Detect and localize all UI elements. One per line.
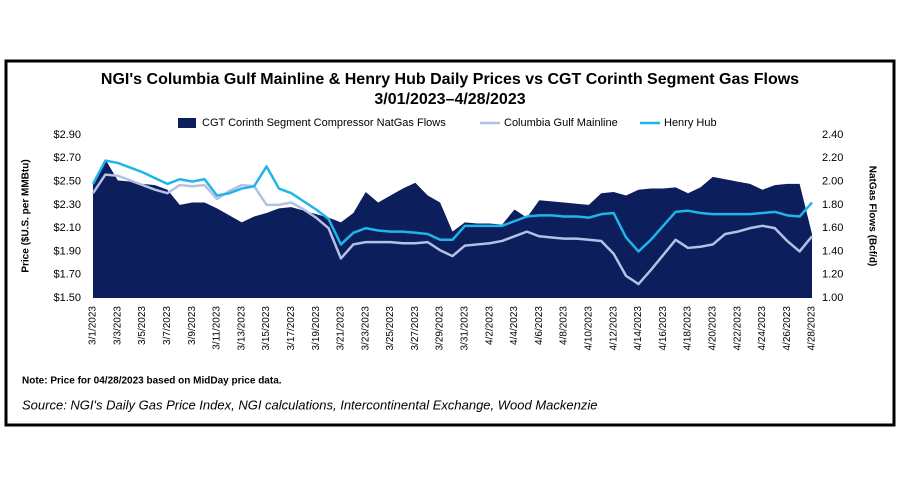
y2-tick-label: 1.60	[822, 222, 843, 234]
y2-tick-label: 2.20	[822, 152, 843, 164]
x-tick-label: 4/26/2023	[782, 306, 793, 351]
y2-axis-label: NatGas Flows (Bcf/d)	[866, 166, 877, 267]
x-tick-label: 3/17/2023	[286, 306, 297, 351]
y-tick-label: $2.90	[53, 129, 81, 141]
x-tick-label: 4/16/2023	[658, 306, 669, 351]
legend: CGT Corinth Segment Compressor NatGas Fl…	[178, 117, 717, 129]
x-tick-label: 4/4/2023	[509, 306, 520, 345]
y-axis-label: Price ($U.S. per MMBtu)	[21, 159, 32, 272]
x-tick-label: 4/6/2023	[534, 306, 545, 345]
x-tick-label: 3/23/2023	[360, 306, 371, 351]
x-tick-label: 3/11/2023	[212, 306, 223, 350]
y-tick-label: $2.50	[53, 175, 81, 187]
y-tick-label: $1.50	[53, 292, 81, 304]
source: Source: NGI's Daily Gas Price Index, NGI…	[22, 397, 597, 412]
y-tick-label: $2.70	[53, 152, 81, 164]
x-tick-label: 4/18/2023	[683, 306, 694, 351]
x-tick-label: 4/22/2023	[732, 306, 743, 351]
legend-label: CGT Corinth Segment Compressor NatGas Fl…	[202, 117, 446, 129]
line	[91, 159, 813, 253]
x-tick-label: 4/14/2023	[633, 306, 644, 351]
x-tick-label: 3/5/2023	[137, 306, 148, 345]
y-tick-label: $2.30	[53, 199, 81, 211]
x-tick-label: 4/20/2023	[707, 306, 718, 351]
x-tick-label: 3/9/2023	[187, 306, 198, 345]
x-tick-label: 3/7/2023	[162, 306, 173, 345]
legend-swatch	[178, 118, 196, 128]
y-tick-label: $2.10	[53, 222, 81, 234]
y2-tick-label: 2.00	[822, 175, 843, 187]
chart-title: NGI's Columbia Gulf Mainline & Henry Hub…	[101, 71, 799, 88]
x-tick-label: 4/8/2023	[559, 306, 570, 345]
x-tick-label: 4/2/2023	[484, 306, 495, 345]
y2-tick-label: 1.80	[822, 199, 843, 211]
x-tick-label: 3/1/2023	[88, 306, 99, 345]
x-tick-label: 3/29/2023	[435, 306, 446, 351]
note: Note: Price for 04/28/2023 based on MidD…	[22, 376, 282, 387]
x-tick-label: 3/27/2023	[410, 306, 421, 351]
x-tick-label: 4/24/2023	[757, 306, 768, 351]
x-tick-label: 4/10/2023	[584, 306, 595, 351]
x-tick-label: 4/12/2023	[608, 306, 619, 351]
line	[91, 173, 813, 286]
y2-tick-label: 1.00	[822, 292, 843, 304]
area	[93, 159, 812, 298]
x-tick-label: 3/31/2023	[460, 306, 471, 351]
x-tick-label: 3/19/2023	[311, 306, 322, 351]
x-tick-label: 3/15/2023	[261, 306, 272, 351]
legend-label: Henry Hub	[664, 117, 717, 129]
chart-subtitle: 3/01/2023–4/28/2023	[374, 91, 525, 108]
legend-label: Columbia Gulf Mainline	[504, 117, 618, 129]
x-tick-label: 3/3/2023	[112, 306, 123, 345]
y-tick-label: $1.70	[53, 269, 81, 281]
y2-tick-label: 1.40	[822, 245, 843, 257]
x-tick-label: 3/13/2023	[236, 306, 247, 351]
y-tick-label: $1.90	[53, 245, 81, 257]
x-tick-label: 3/25/2023	[385, 306, 396, 351]
x-tick-label: 4/28/2023	[807, 306, 818, 351]
x-tick-label: 3/21/2023	[336, 306, 347, 351]
y2-tick-label: 1.20	[822, 269, 843, 281]
y2-tick-label: 2.40	[822, 129, 843, 141]
frame	[4, 59, 896, 427]
